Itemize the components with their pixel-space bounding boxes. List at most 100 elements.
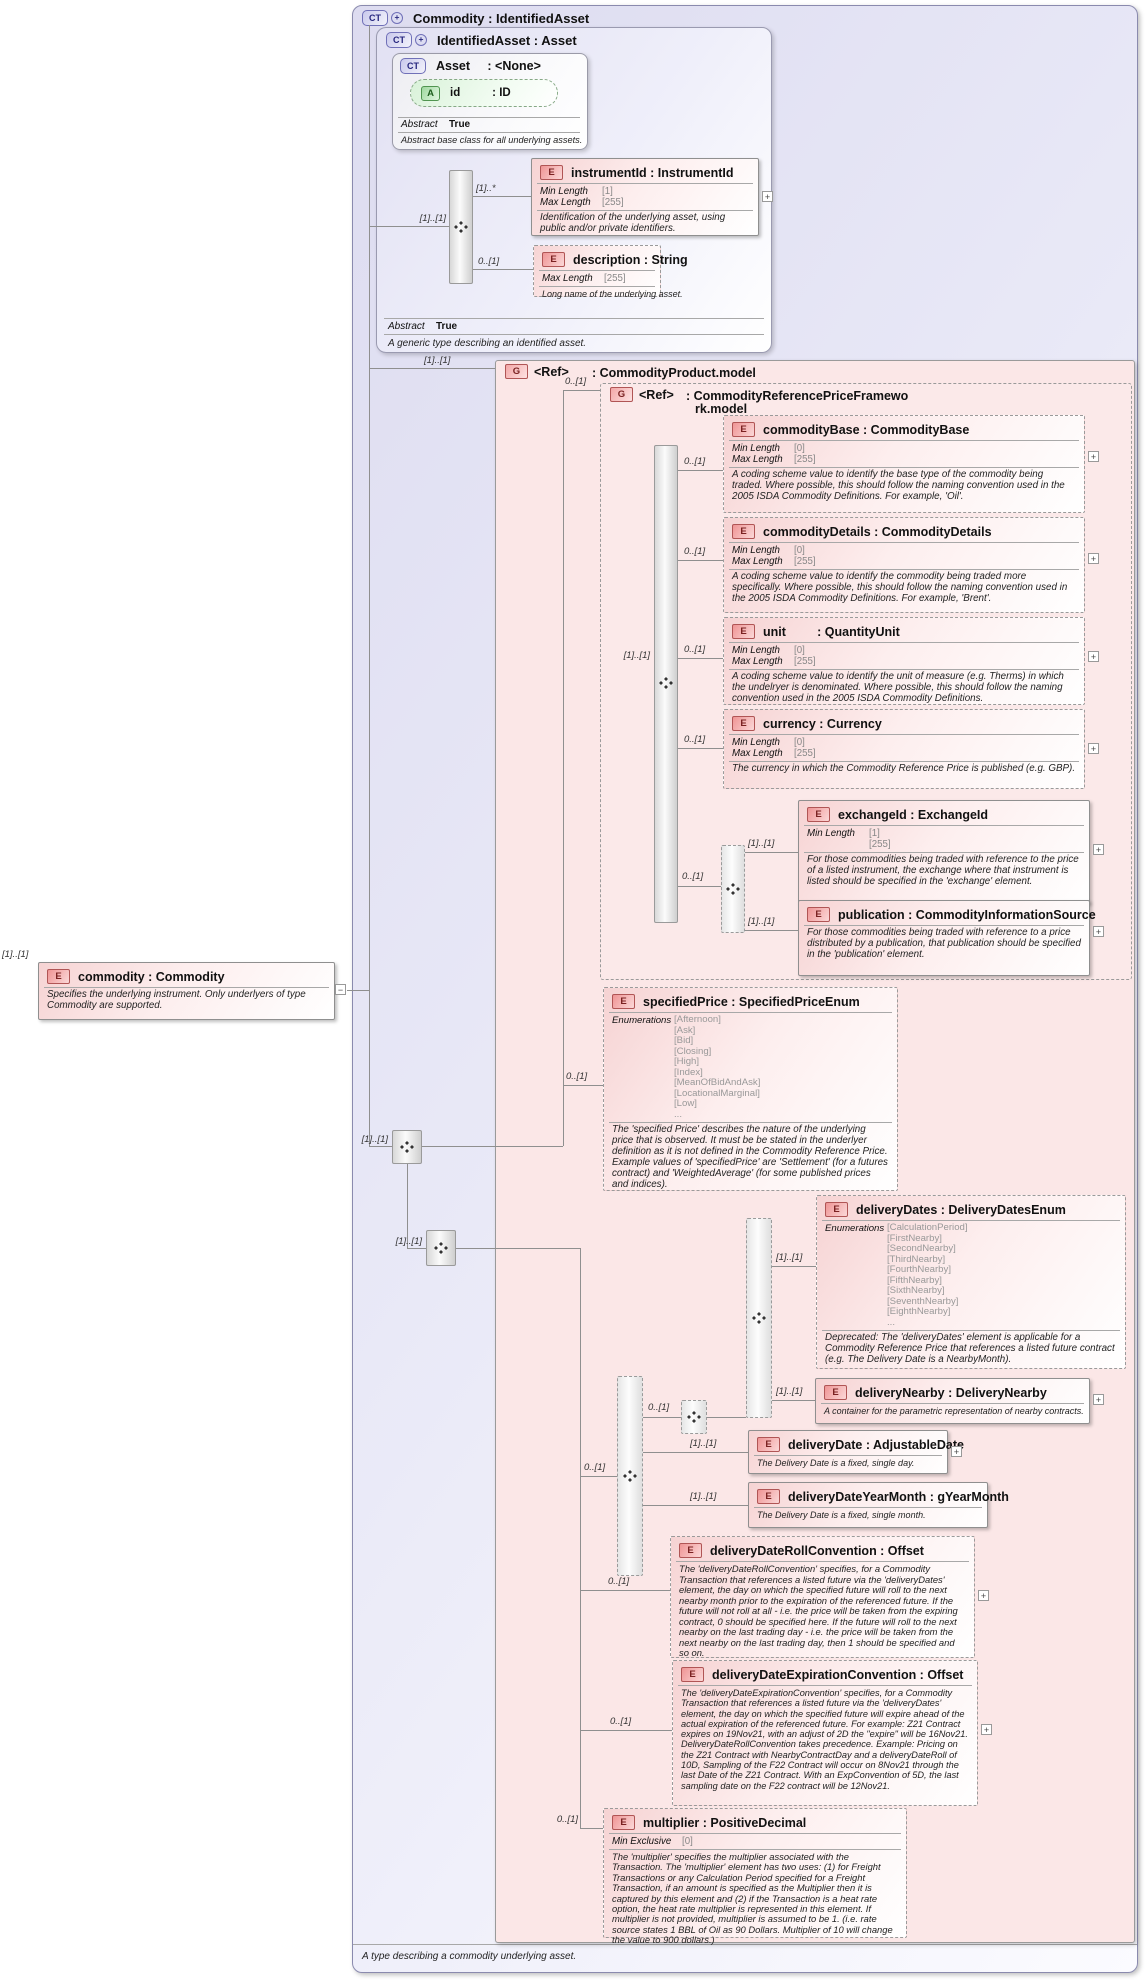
connector-line [772, 1400, 815, 1401]
divider [609, 1833, 901, 1834]
node-doc: A coding scheme value to identify the ba… [732, 469, 1065, 502]
expand-icon[interactable]: + [978, 1590, 989, 1601]
node-title: specifiedPrice : SpecifiedPriceEnum [643, 994, 860, 1009]
enumeration-item: ... [887, 1316, 895, 1328]
cardinality-label: 0..[1] [584, 1462, 606, 1473]
node-specified-price[interactable]: E specifiedPrice : SpecifiedPriceEnum En… [603, 987, 898, 1191]
connector-line [745, 852, 798, 853]
connector-line [563, 1085, 603, 1086]
expand-icon[interactable]: + [1088, 553, 1099, 564]
cardinality-label: 0..[1] [684, 734, 706, 745]
facet-row: Max Length [255] [732, 556, 816, 567]
expand-icon[interactable]: + [1093, 844, 1104, 855]
expand-icon[interactable]: + [1088, 651, 1099, 662]
cardinality-label: 0..[1] [566, 1071, 588, 1082]
node-multiplier[interactable]: E multiplier : PositiveDecimal Min Exclu… [603, 1808, 907, 1945]
group-header: G <Ref> [505, 364, 569, 379]
divider [804, 925, 1084, 926]
expand-icon[interactable]: + [1093, 1394, 1104, 1405]
connector-line [580, 1248, 581, 1828]
group-title-line2: rk.model [695, 402, 748, 416]
node-instrument-id[interactable]: E instrumentId : InstrumentId Min Length… [531, 158, 759, 236]
node-delivery-nearby[interactable]: E deliveryNearby : DeliveryNearby A cont… [815, 1378, 1090, 1424]
divider [609, 1849, 901, 1850]
node-description[interactable]: E description : String Max Length [255] L… [533, 245, 688, 299]
complex-type-icon: CT [400, 58, 426, 74]
node-title: multiplier : PositiveDecimal [643, 1815, 807, 1830]
enumeration-item: [FourthNearby] [887, 1264, 951, 1275]
sequence-icon [751, 1311, 767, 1325]
expand-icon[interactable]: + [1093, 926, 1104, 937]
node-commodity-details[interactable]: E commodityDetails : CommodityDetails Mi… [723, 517, 1085, 613]
connector-line [678, 470, 723, 471]
expand-icon[interactable]: + [1088, 451, 1099, 462]
expand-icon[interactable]: + [951, 1446, 962, 1457]
facet-row: Max Length [255] [540, 197, 624, 208]
node-currency[interactable]: E currency : Currency Min Length [0] Max … [723, 709, 1085, 789]
divider [609, 1012, 892, 1013]
facet-row: [255] [869, 839, 891, 850]
divider [398, 117, 580, 118]
node-commodity-element[interactable]: E commodity : Commodity Specifies the un… [38, 962, 335, 1020]
element-icon: E [825, 1202, 848, 1217]
divider [729, 761, 1079, 762]
node-doc: The 'multiplier' specifies the multiplie… [612, 1851, 893, 1946]
facet-row: Min Length [0] [732, 545, 805, 556]
divider [729, 440, 1079, 441]
enumeration-list: [Afternoon] [Ask] [Bid] [Closing] [High] [Ind… [674, 1014, 761, 1120]
choice-icon [622, 1469, 638, 1483]
cardinality-label: 0..[1] [648, 1402, 670, 1413]
element-icon: E [732, 422, 755, 437]
node-delivery-dates[interactable]: E deliveryDates : DeliveryDatesEnum Enum… [816, 1195, 1126, 1369]
connector-line [369, 226, 449, 227]
connector-line [473, 269, 533, 270]
node-delivery-date-year-month[interactable]: E deliveryDateYearMonth : gYearMonth The… [748, 1482, 1009, 1528]
cardinality-label: 0..[1] [610, 1716, 632, 1727]
abstract-value: True [436, 321, 458, 332]
group-ref-label: <Ref> [534, 364, 569, 379]
node-publication[interactable]: E publication : CommodityInformationSour… [798, 900, 1096, 976]
node-unit[interactable]: E unit : QuantityUnit Min Length [0] Max … [723, 617, 1085, 705]
enumeration-item: [SeventhNearby] [887, 1295, 959, 1307]
node-commodity-base[interactable]: E commodityBase : CommodityBase Min Leng… [723, 415, 1085, 513]
cardinality-label: [1]..[1] [690, 1491, 717, 1502]
cardinality-label: [1]..[1] [748, 838, 775, 849]
node-delivery-date[interactable]: E deliveryDate : AdjustableDate The Deli… [748, 1430, 964, 1474]
attribute-id[interactable]: A id : ID [410, 79, 558, 107]
element-icon: E [679, 1543, 702, 1558]
divider [537, 183, 753, 184]
enumeration-item: [SecondNearby] [887, 1243, 956, 1254]
divider [729, 734, 1079, 735]
divider [822, 1330, 1120, 1331]
cardinality-label: 0..[1] [556, 1814, 578, 1825]
node-title: instrumentId : InstrumentId [571, 165, 734, 180]
facet-row: Max Length [255] [732, 656, 816, 667]
expand-icon[interactable]: + [981, 1724, 992, 1735]
enumeration-item: [Low] [674, 1098, 697, 1109]
node-exchange-id[interactable]: E exchangeId : ExchangeId Min Length [1] … [798, 800, 1090, 904]
node-delivery-date-expiration-convention[interactable]: E deliveryDateExpirationConvention : Off… [672, 1660, 978, 1806]
node-title: deliveryNearby : DeliveryNearby [855, 1385, 1047, 1400]
enumeration-item: [CalculationPeriod] [887, 1222, 968, 1233]
expand-icon[interactable]: + [1088, 743, 1099, 754]
connector-line [678, 560, 723, 561]
connector-line [369, 25, 370, 1146]
node-title: commodityDetails : CommodityDetails [763, 524, 992, 539]
enumerations-row: Enumerations [Afternoon] [Ask] [Bid] [Closi… [612, 1014, 761, 1120]
node-delivery-date-roll-convention[interactable]: E deliveryDateRollConvention : Offset Th… [670, 1536, 975, 1658]
identified-asset-doc: A generic type describing an identified … [388, 338, 587, 349]
node-title: commodityBase : CommodityBase [763, 422, 970, 437]
cardinality-label: 0..[1] [682, 871, 704, 882]
enumeration-item: [MeanOfBidAndAsk] [674, 1077, 761, 1088]
element-icon: E [807, 807, 830, 822]
collapse-icon[interactable]: − [335, 984, 346, 995]
footer-divider [353, 1944, 1137, 1945]
divider [754, 1507, 982, 1508]
enumeration-item: [Ask] [674, 1024, 696, 1036]
node-doc: Identification of the underlying asset, … [540, 212, 726, 234]
expand-icon[interactable]: + [762, 191, 773, 202]
node-doc: Long name of the underlying asset. [542, 289, 683, 299]
divider [754, 1455, 942, 1456]
connector-line [580, 1730, 672, 1731]
